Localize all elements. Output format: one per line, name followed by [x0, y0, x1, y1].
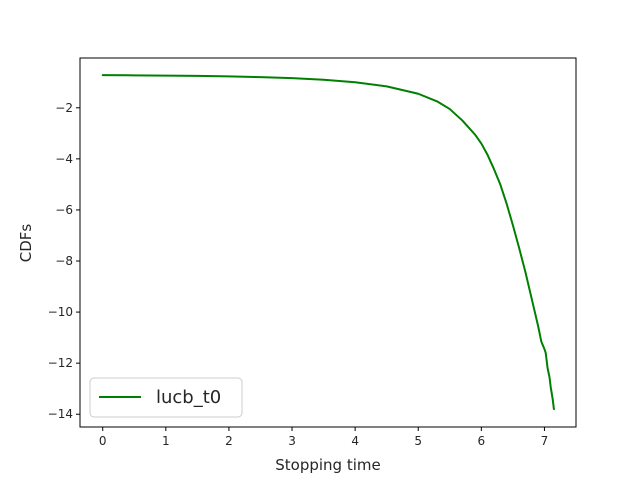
x-axis-label: Stopping time: [275, 456, 380, 474]
series-line-0: [101, 74, 555, 411]
x-tick-label: 6: [478, 434, 486, 448]
y-axis-label: CDFs: [17, 224, 35, 263]
y-tick-label: −2: [55, 101, 73, 115]
x-tick-label: 3: [288, 434, 296, 448]
x-tick-label: 2: [225, 434, 233, 448]
x-tick-label: 4: [351, 434, 359, 448]
legend: lucb_t0: [89, 377, 243, 418]
legend-frame: [89, 377, 243, 418]
y-tick-label: −6: [55, 203, 73, 217]
plot-area: [80, 58, 576, 427]
legend-entry-lucb-t0: lucb_t0: [156, 387, 221, 408]
y-tick-label: −8: [55, 254, 73, 268]
x-tick-label: 0: [99, 434, 107, 448]
y-tick-label: −12: [48, 356, 73, 370]
y-axis: −2 −4 −6 −8 −10 −12 −14: [48, 101, 80, 421]
plot-frame: [79, 57, 577, 428]
y-tick-label: −4: [55, 152, 73, 166]
series-layer: [101, 74, 555, 411]
y-tick-label: −14: [48, 407, 73, 421]
y-tick-label: −10: [48, 305, 73, 319]
x-tick-label: 5: [414, 434, 422, 448]
x-tick-label: 7: [541, 434, 549, 448]
x-axis: 0 1 2 3 4 5 6 7: [99, 427, 548, 448]
x-tick-label: 1: [162, 434, 170, 448]
